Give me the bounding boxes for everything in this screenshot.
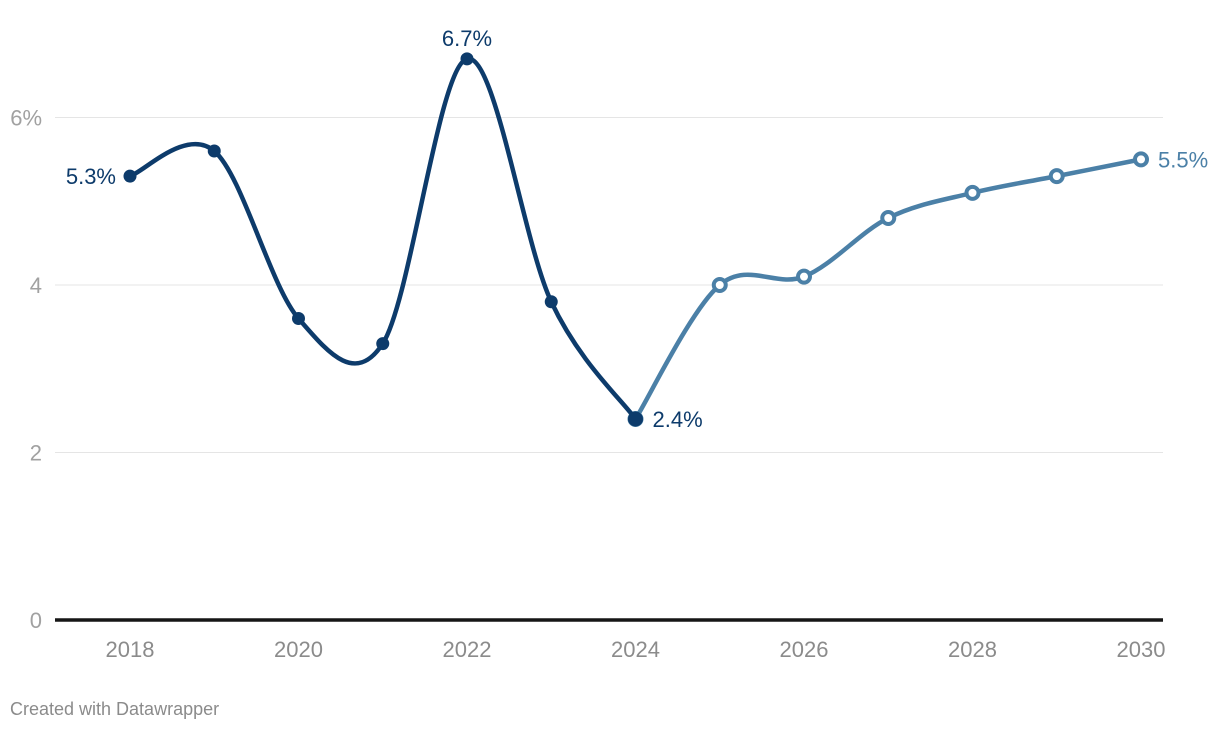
y-axis-tick-6: 6% — [10, 106, 42, 131]
data-point-actual-2022 — [460, 52, 474, 66]
y-axis-tick-4: 4 — [30, 273, 42, 298]
data-point-actual-2018 — [123, 169, 137, 183]
x-axis-tick-2020: 2020 — [274, 637, 323, 662]
data-point-actual-2021 — [376, 337, 390, 351]
x-axis-tick-2022: 2022 — [443, 637, 492, 662]
y-axis-tick-0: 0 — [30, 608, 42, 633]
x-axis-tick-2028: 2028 — [948, 637, 997, 662]
x-axis-tick-2030: 2030 — [1117, 637, 1166, 662]
data-point-forecast-2026 — [796, 268, 812, 285]
y-axis-tick-2: 2 — [30, 441, 42, 466]
x-axis-tick-2024: 2024 — [611, 637, 660, 662]
datawrapper-credit: Created with Datawrapper — [10, 699, 220, 719]
value-label-2022: 6.7% — [442, 26, 492, 51]
data-point-actual-2023 — [544, 295, 558, 309]
value-label-2030: 5.5% — [1158, 147, 1208, 172]
x-axis-tick-2018: 2018 — [106, 637, 155, 662]
data-point-actual-2020 — [292, 312, 305, 325]
line-actual — [127, 56, 638, 422]
value-label-2024: 2.4% — [653, 407, 703, 432]
line-chart: 0 2 4 6% 2018 2020 2022 2024 2026 2028 2030 5.3% 6.7… — [10, 26, 1208, 662]
data-point-actual-2019 — [207, 144, 221, 158]
line-forecast — [633, 157, 1144, 422]
data-point-forecast-2029 — [1048, 168, 1065, 185]
value-label-2018: 5.3% — [66, 164, 116, 189]
data-point-forecast-2028 — [964, 184, 981, 201]
data-point-forecast-2025 — [711, 277, 728, 293]
x-axis-tick-2026: 2026 — [780, 637, 829, 662]
data-point-forecast-2027 — [880, 210, 897, 226]
data-point-actual-2024 — [628, 411, 643, 427]
data-point-forecast-2030 — [1133, 151, 1149, 168]
